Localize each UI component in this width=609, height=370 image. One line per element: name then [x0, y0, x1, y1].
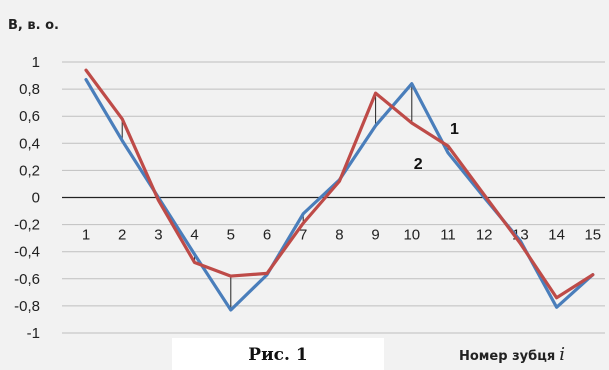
series-label-1: 1 [450, 121, 459, 138]
series-lines [84, 68, 595, 312]
series-labels: 12 [414, 121, 459, 173]
y-axis-label: В, в. о. [8, 18, 59, 33]
y-tick-label: -0,8 [14, 298, 40, 315]
y-tick-label: 0,2 [19, 162, 40, 179]
figure-caption: Рис. 1 [248, 345, 308, 365]
x-tick-label: 10 [403, 227, 420, 244]
series-2-line [84, 68, 595, 300]
x-axis-variable: i [559, 344, 565, 365]
y-tick-label: 0 [32, 190, 40, 207]
y-tick-label: -1 [27, 325, 40, 342]
y-tick-label: 0,6 [19, 108, 40, 125]
x-tick-label: 15 [584, 227, 601, 244]
x-tick-label: 9 [371, 227, 379, 244]
x-tick-label: 14 [548, 227, 565, 244]
y-tick-label: 1 [32, 54, 40, 71]
x-tick-label: 12 [476, 227, 493, 244]
x-tick-label: 2 [118, 227, 126, 244]
caption-box: Рис. 1 [172, 338, 384, 370]
error-markers [121, 83, 449, 310]
x-tick-label: 1 [82, 227, 90, 244]
x-tick-label: 6 [263, 227, 271, 244]
x-tick-label: 5 [227, 227, 235, 244]
y-tick-label: 0,4 [19, 135, 40, 152]
x-tick-label: 8 [335, 227, 343, 244]
y-tick-label: 0,8 [19, 81, 40, 98]
x-tick-label: 3 [154, 227, 162, 244]
y-tick-labels: 1 0,8 0,6 0,4 0,2 0 -0,2 -0,4 -0,6 -0,8 -1 [14, 54, 40, 342]
y-tick-label: -0,2 [14, 217, 40, 234]
y-tick-label: -0,4 [14, 244, 40, 261]
x-axis-label: Номер зубця i [459, 344, 565, 365]
series-1-line [84, 78, 595, 312]
x-axis-label-text: Номер зубця [459, 349, 556, 364]
x-tick-label: 11 [440, 227, 456, 244]
y-tick-label: -0,6 [14, 271, 40, 288]
grid-lines [62, 61, 605, 334]
series-label-2: 2 [414, 156, 423, 173]
x-tick-label: 7 [299, 227, 307, 244]
x-tick-label: 4 [190, 227, 198, 244]
x-tick-labels: 1 2 3 4 5 6 7 8 9 10 11 12 13 14 15 [82, 227, 601, 244]
